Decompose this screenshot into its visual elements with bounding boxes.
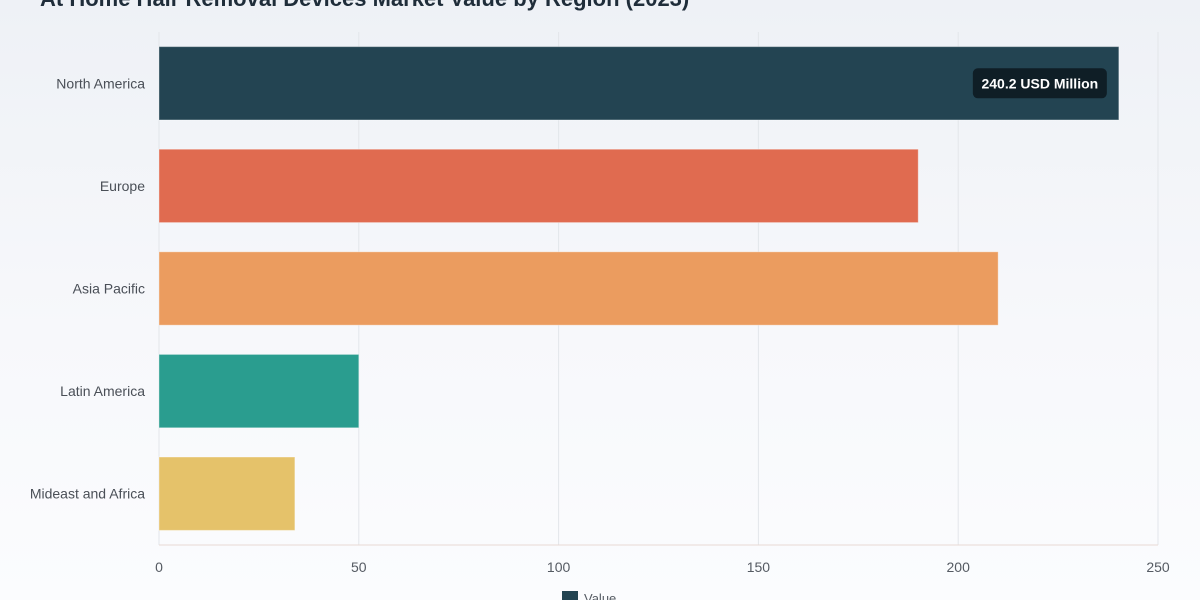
bar-asia-pacific[interactable] bbox=[158, 251, 999, 326]
legend-label[interactable]: Value bbox=[584, 591, 616, 600]
category-label: North America bbox=[56, 75, 145, 91]
bar-north-america[interactable] bbox=[158, 46, 1120, 121]
category-label: Latin America bbox=[60, 383, 145, 399]
x-tick-label: 150 bbox=[747, 559, 771, 575]
chart-title: At Home Hair Removal Devices Market Valu… bbox=[40, 0, 689, 12]
legend-swatch[interactable] bbox=[562, 591, 578, 600]
bars bbox=[158, 46, 1120, 531]
category-label: Europe bbox=[100, 178, 145, 194]
category-labels: North America Europe Asia Pacific Latin Ame… bbox=[30, 75, 145, 501]
bar-mideast-and-africa[interactable] bbox=[158, 456, 296, 531]
category-label: Mideast and Africa bbox=[30, 486, 145, 502]
x-tick-label: 0 bbox=[155, 559, 163, 575]
x-tick-label: 100 bbox=[547, 559, 571, 575]
tooltip-text: 240.2 USD Million bbox=[981, 75, 1098, 91]
x-axis-ticks: 0 50 100 150 200 250 bbox=[155, 559, 1170, 575]
tooltip-box bbox=[972, 68, 1107, 99]
x-tick-label: 250 bbox=[1146, 559, 1170, 575]
category-label: Asia Pacific bbox=[73, 281, 145, 297]
x-tick-label: 50 bbox=[351, 559, 367, 575]
legend: Value bbox=[562, 591, 616, 600]
value-tooltip: 240.2 USD Million bbox=[972, 68, 1107, 99]
bar-latin-america[interactable] bbox=[158, 353, 360, 429]
x-tick-label: 200 bbox=[947, 559, 971, 575]
bar-europe[interactable] bbox=[158, 148, 919, 224]
